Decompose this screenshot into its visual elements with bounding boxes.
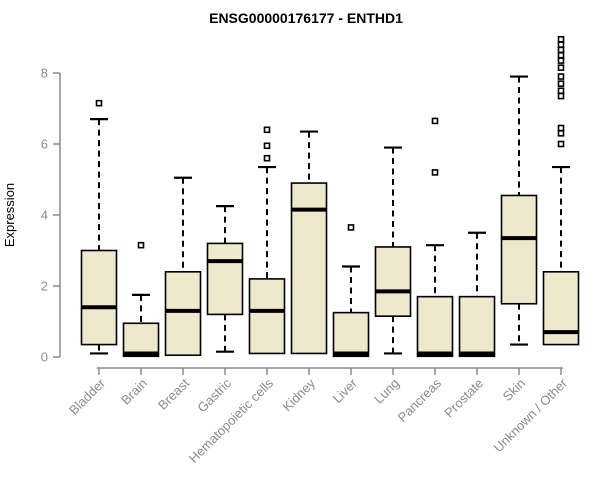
outlier-point (557, 64, 565, 71)
box-rect (374, 246, 412, 317)
outlier-point (557, 92, 565, 100)
box-lung (374, 146, 412, 355)
x-category-label: Gastric (194, 375, 234, 415)
x-category-label: Prostate (441, 376, 486, 421)
outlier-point (557, 57, 565, 64)
box-rect (332, 311, 370, 358)
box-prostate (458, 231, 496, 358)
box-kidney (290, 130, 328, 355)
box-rect (248, 278, 286, 355)
outlier-point (557, 35, 565, 43)
box-rect (80, 249, 118, 346)
box-liver (332, 224, 370, 358)
x-category-label: Brain (118, 376, 150, 408)
box-rect (206, 242, 244, 316)
boxplot-boxes (80, 35, 580, 358)
box-rect (416, 295, 454, 358)
outlier-point (263, 142, 271, 150)
box-rect (458, 295, 496, 358)
box-pancreas (416, 117, 454, 358)
x-category-label: Skin (500, 376, 528, 404)
outlier-point (263, 126, 271, 134)
y-tick-label: 4 (41, 208, 48, 223)
x-category-label: Liver (330, 375, 361, 406)
y-tick-label: 6 (41, 137, 48, 152)
outlier-point (431, 169, 439, 176)
outlier-point (557, 140, 565, 148)
x-category-label: Kidney (279, 375, 318, 414)
box-unknown-other (542, 35, 580, 346)
y-tick-label: 8 (41, 66, 48, 81)
y-axis-label: Expression (2, 183, 17, 247)
box-hematopoietic-cells (248, 126, 286, 355)
outlier-point (557, 41, 565, 48)
outlier-point (557, 124, 565, 132)
box-brain (122, 241, 160, 358)
x-category-label: Lung (371, 376, 402, 407)
outlier-point (557, 80, 565, 87)
outlier-point (263, 154, 271, 162)
box-rect (164, 270, 202, 357)
x-category-label: Breast (155, 375, 192, 412)
box-bladder (80, 99, 118, 355)
box-rect (500, 194, 538, 305)
chart-title: ENSG00000176177 - ENTHD1 (209, 10, 403, 26)
y-tick-label: 0 (41, 350, 48, 365)
outlier-point (557, 87, 565, 95)
outlier-point (95, 99, 103, 107)
x-category-label: Bladder (66, 375, 109, 418)
outlier-point (557, 73, 565, 80)
outlier-point (347, 224, 355, 231)
box-rect (122, 322, 160, 358)
box-skin (500, 75, 538, 346)
x-category-label: Pancreas (395, 375, 445, 425)
outlier-point (557, 46, 565, 54)
outlier-point (557, 130, 565, 137)
y-tick-label: 2 (41, 279, 48, 294)
outlier-point (137, 241, 145, 249)
x-category-label: Unknown / Other (491, 375, 571, 455)
box-gastric (206, 205, 244, 353)
outlier-point (557, 51, 565, 59)
box-breast (164, 176, 202, 357)
outlier-point (431, 117, 439, 125)
